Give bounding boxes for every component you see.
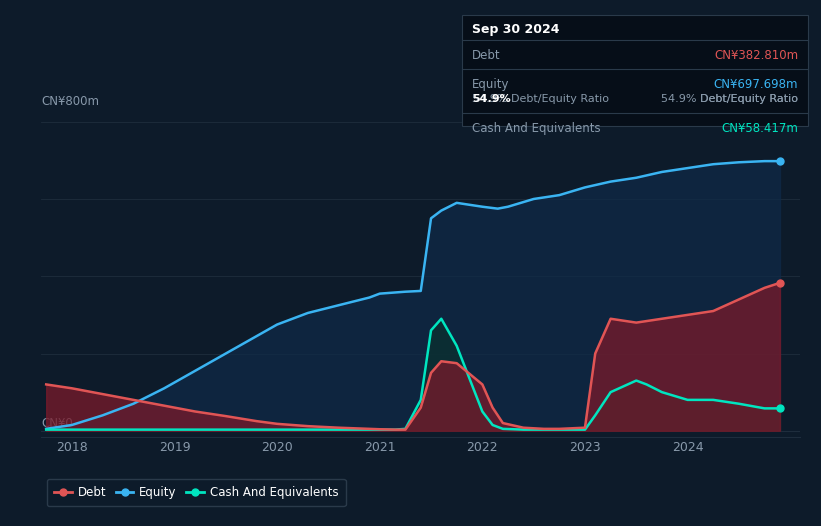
Text: Debt/Equity Ratio: Debt/Equity Ratio xyxy=(693,94,798,105)
Legend: Debt, Equity, Cash And Equivalents: Debt, Equity, Cash And Equivalents xyxy=(47,479,346,506)
Text: Equity: Equity xyxy=(472,78,510,91)
Text: 54.9% Debt/Equity Ratio: 54.9% Debt/Equity Ratio xyxy=(472,94,609,105)
Text: CN¥382.810m: CN¥382.810m xyxy=(714,49,798,62)
Text: Cash And Equivalents: Cash And Equivalents xyxy=(472,122,601,135)
Text: Sep 30 2024: Sep 30 2024 xyxy=(472,23,560,36)
Text: Debt: Debt xyxy=(472,49,501,62)
Text: 54.9%: 54.9% xyxy=(472,94,511,105)
Text: CN¥58.417m: CN¥58.417m xyxy=(721,122,798,135)
Text: CN¥0: CN¥0 xyxy=(42,418,74,430)
Text: CN¥697.698m: CN¥697.698m xyxy=(713,78,798,91)
Text: 54.9% Debt/Equity Ratio: 54.9% Debt/Equity Ratio xyxy=(661,94,798,105)
Text: CN¥800m: CN¥800m xyxy=(42,95,100,108)
Text: 54.9% Debt/Equity Ratio: 54.9% Debt/Equity Ratio xyxy=(660,94,797,105)
